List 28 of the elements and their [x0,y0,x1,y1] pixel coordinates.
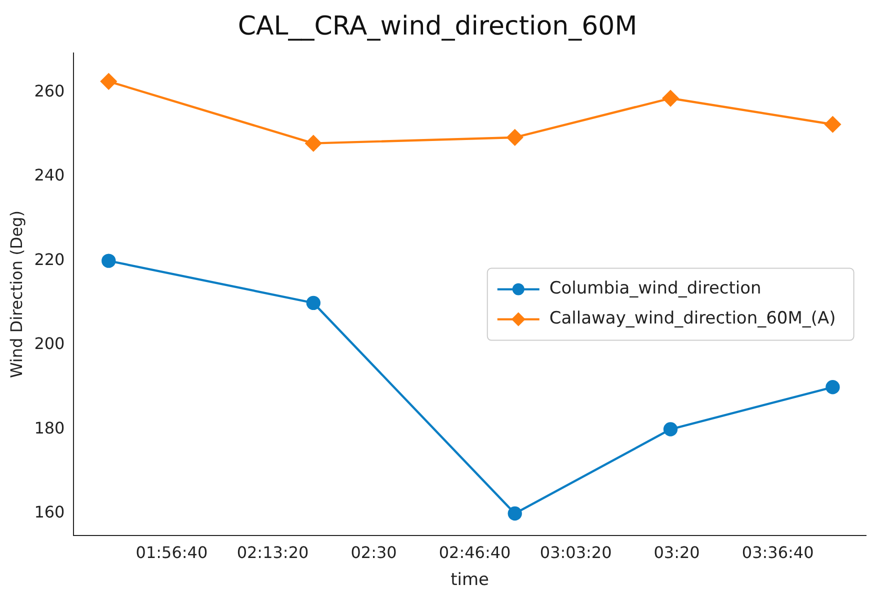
point [826,380,840,394]
y-tick-label: 240 [34,166,65,185]
point [305,135,322,152]
x-tick-label: 02:46:40 [438,543,511,562]
legend-label: Columbia_wind_direction [549,278,762,299]
x-tick-label: 02:30 [350,543,397,562]
point [824,116,841,132]
point [508,506,522,521]
point [100,73,117,90]
x-tick-label: 03:03:20 [540,543,612,562]
x-tick-label: 02:13:20 [236,543,309,562]
x-tick-label: 03:36:40 [742,543,814,562]
y-tick-label: 200 [34,334,65,354]
x-tick-label: 01:56:40 [136,543,208,562]
y-tick-label: 160 [34,502,65,522]
x-axis-title: time [450,570,489,590]
y-tick-label: 180 [34,418,65,438]
legend-label: Callaway_wind_direction_60M_(A) [549,308,836,329]
point [306,296,320,310]
chart-title: CAL__CRA_wind_direction_60M [238,11,638,42]
point [506,129,523,146]
y-axis-title: Wind Direction (Deg) [6,210,26,378]
y-tick-label: 220 [34,250,65,269]
point [102,254,116,268]
point [662,90,679,106]
x-tick-label: 03:20 [654,543,700,562]
point [663,422,678,436]
y-tick-label: 260 [34,82,65,101]
